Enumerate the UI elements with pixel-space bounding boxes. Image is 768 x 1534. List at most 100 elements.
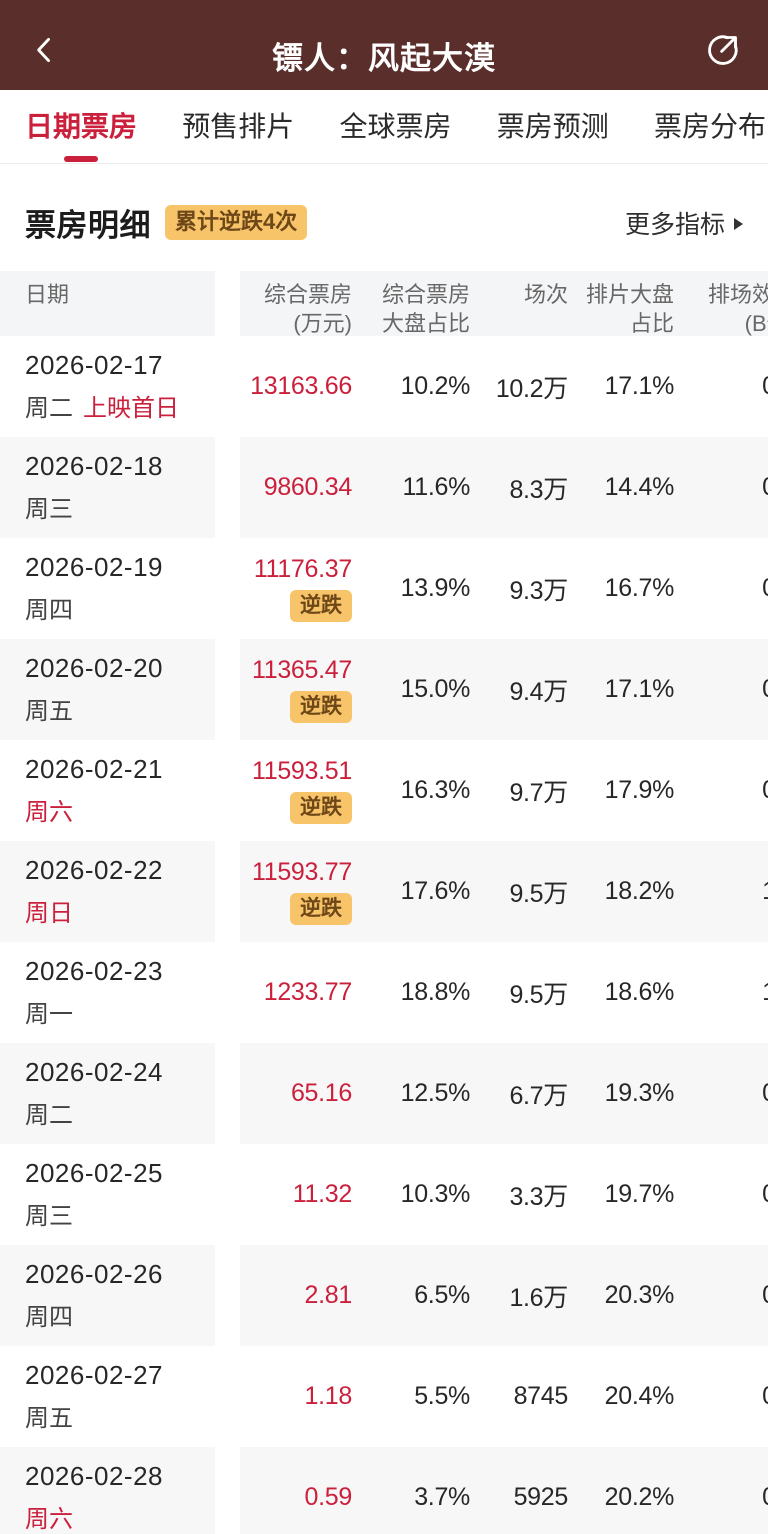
revenue-value: 9860.34 [263, 473, 353, 501]
schedule-share-cell: 17.1% [568, 336, 675, 437]
table-row[interactable]: 2026-02-26 周四 2.81 6.5% 1.6万 20.3% 0.3 [0, 1245, 768, 1346]
revenue-cell: 65.16 [240, 1043, 352, 1144]
tab-date-boxoffice[interactable]: 日期票房 [25, 85, 137, 169]
b-value: 0.9 [762, 675, 768, 704]
column-gutter [215, 1346, 240, 1447]
tab-bar: 日期票房 预售排片 全球票房 票房预测 票房分布 [0, 90, 768, 164]
date-label: 2026-02-26 [25, 1259, 163, 1289]
more-indicators-label: 更多指标 [624, 210, 725, 239]
sessions-cell: 9.7万 [470, 740, 568, 841]
b-value: 0.6 [762, 1079, 768, 1108]
schedule-share-cell: 18.6% [568, 942, 675, 1043]
schedule-share-value: 14.4% [604, 473, 675, 501]
schedule-share-value: 17.1% [604, 372, 675, 400]
rebound-badge: 逆跌 [290, 791, 352, 825]
date-label: 2026-02-28 [25, 1461, 163, 1491]
table-row[interactable]: 2026-02-21 周六 11593.51 逆跌 16.3% 9.7万 17.… [0, 740, 768, 841]
revenue-cell: 11365.47 逆跌 [240, 639, 352, 740]
b-value-cell: 1.0 [674, 942, 768, 1043]
b-value-cell: 0.8 [674, 437, 768, 538]
table-row[interactable]: 2026-02-27 周五 1.18 5.5% 8745 20.4% 0.3 [0, 1346, 768, 1447]
market-share-value: 10.3% [400, 1180, 471, 1208]
sessions-cell: 1.6万 [470, 1245, 568, 1346]
column-header-date: 日期 [0, 271, 215, 336]
share-button[interactable] [700, 27, 746, 73]
table-row[interactable]: 2026-02-24 周二 65.16 12.5% 6.7万 19.3% 0.6 [0, 1043, 768, 1144]
sessions-value: 10.2万 [495, 374, 568, 403]
schedule-share-value: 19.7% [604, 1180, 675, 1208]
revenue-value: 2.81 [304, 1281, 353, 1309]
b-value: 0.9 [762, 776, 768, 805]
date-cell: 2026-02-19 周四 [0, 538, 215, 639]
schedule-share-value: 17.9% [604, 776, 675, 804]
column-gutter [215, 271, 240, 336]
schedule-share-value: 20.4% [604, 1382, 675, 1410]
date-cell: 2026-02-18 周三 [0, 437, 215, 538]
table-row[interactable]: 2026-02-28 周六 0.59 3.7% 5925 20.2% 0.2 [0, 1447, 768, 1534]
table-row[interactable]: 2026-02-17 周二 上映首日 13163.66 10.2% 10.2万 1… [0, 336, 768, 437]
weekday-label: 周二 [25, 395, 73, 422]
b-value: 0.6 [762, 372, 768, 401]
revenue-value: 11.32 [292, 1180, 353, 1208]
market-share-value: 6.5% [414, 1281, 470, 1309]
column-gutter [215, 841, 240, 942]
market-share-value: 3.7% [414, 1483, 470, 1511]
column-gutter [215, 538, 240, 639]
revenue-cell: 11593.77 逆跌 [240, 841, 352, 942]
back-button[interactable] [22, 27, 68, 73]
revenue-cell: 0.59 [240, 1447, 353, 1534]
column-header-market-share: 综合票房 大盘占比 [381, 282, 470, 336]
table-body: 2026-02-17 周二 上映首日 13163.66 10.2% 10.2万 1… [0, 336, 768, 1534]
date-label: 2026-02-27 [25, 1360, 163, 1390]
table-row[interactable]: 2026-02-22 周日 11593.77 逆跌 17.6% 9.5万 18.… [0, 841, 768, 942]
market-share-cell: 12.5% [352, 1043, 471, 1144]
first-day-label: 上映首日 [83, 395, 179, 422]
table-row[interactable]: 2026-02-20 周五 11365.47 逆跌 15.0% 9.4万 17.… [0, 639, 768, 740]
market-share-cell: 6.5% [352, 1245, 470, 1346]
tab-global-boxoffice[interactable]: 全球票房 [339, 110, 452, 142]
table-row[interactable]: 2026-02-19 周四 11176.37 逆跌 13.9% 9.3万 16.… [0, 538, 768, 639]
market-share-cell: 11.6% [352, 437, 470, 538]
date-cell: 2026-02-25 周三 [0, 1144, 215, 1245]
column-gutter [215, 336, 240, 437]
revenue-value: 1233.77 [263, 978, 353, 1006]
table-row[interactable]: 2026-02-18 周三 9860.34 11.6% 8.3万 14.4% 0… [0, 437, 768, 538]
date-label: 2026-02-23 [25, 956, 163, 986]
schedule-share-cell: 19.3% [568, 1043, 675, 1144]
column-gutter [215, 1043, 240, 1144]
schedule-share-cell: 20.3% [568, 1245, 675, 1346]
more-indicators-link[interactable]: 更多指标 [625, 205, 743, 241]
market-share-value: 12.5% [400, 1079, 471, 1107]
rebound-badge: 逆跌 [290, 892, 352, 926]
date-label: 2026-02-18 [25, 451, 163, 481]
tab-boxoffice-forecast[interactable]: 票房预测 [496, 110, 609, 142]
date-label: 2026-02-17 [25, 350, 163, 380]
schedule-share-cell: 20.2% [568, 1447, 675, 1534]
column-gutter [215, 1144, 240, 1245]
market-share-cell: 10.3% [352, 1144, 471, 1245]
table-row[interactable]: 2026-02-23 周一 1233.77 18.8% 9.5万 18.6% 1… [0, 942, 768, 1043]
market-share-cell: 16.3% [352, 740, 471, 841]
market-share-cell: 17.6% [352, 841, 471, 942]
revenue-cell: 11593.51 逆跌 [240, 740, 352, 841]
b-value: 0.3 [762, 1281, 768, 1310]
b-value-cell: 0.3 [674, 1346, 768, 1447]
tab-presale-schedule[interactable]: 预售排片 [182, 110, 295, 142]
date-cell: 2026-02-26 周四 [0, 1245, 215, 1346]
schedule-share-value: 19.3% [604, 1079, 675, 1107]
b-value-cell: 0.5 [674, 1144, 768, 1245]
b-value-cell: 0.6 [674, 336, 768, 437]
revenue-value: 65.16 [290, 1079, 352, 1107]
table-row[interactable]: 2026-02-25 周三 11.32 10.3% 3.3万 19.7% 0.5 [0, 1144, 768, 1245]
revenue-value: 0.59 [304, 1483, 353, 1511]
date-cell: 2026-02-21 周六 [0, 740, 215, 841]
b-value-cell: 0.9 [674, 740, 768, 841]
date-cell: 2026-02-22 周日 [0, 841, 215, 942]
sessions-value: 9.7万 [509, 778, 568, 807]
column-gutter [215, 437, 240, 538]
schedule-share-value: 16.7% [604, 574, 675, 602]
tab-boxoffice-distribution[interactable]: 票房分布 [653, 110, 766, 142]
revenue-cell: 11.32 [240, 1144, 353, 1245]
